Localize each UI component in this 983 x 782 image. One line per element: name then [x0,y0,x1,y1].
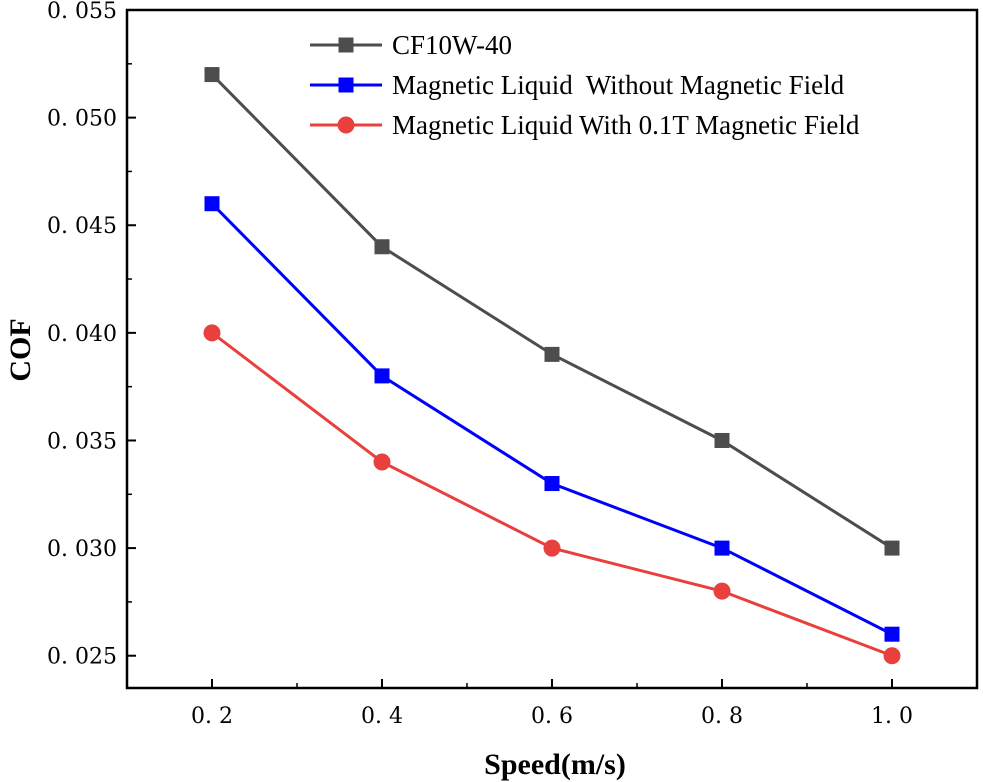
series-line [211,331,893,658]
x-tick-label: 0. 2 [191,704,233,729]
x-tick-label: 0. 4 [361,704,403,729]
data-point [714,432,730,448]
legend-label: CF10W-40 [392,30,512,60]
legend-label: Magnetic Liquid Without Magnetic Field [392,70,845,100]
data-point [544,346,560,362]
series-layer [203,67,901,665]
y-tick-label: 0. 050 [47,107,117,132]
legend-item: CF10W-40 [310,30,512,60]
data-point [884,540,900,556]
data-point [204,196,220,212]
data-point [714,540,730,556]
data-point [713,582,731,600]
legend-marker [338,37,354,53]
y-tick-label: 0. 040 [47,322,117,347]
x-axis-title: Speed(m/s) [484,748,626,781]
legend-marker [338,77,354,93]
legend-item: Magnetic Liquid Without Magnetic Field [310,70,845,100]
data-point [543,539,561,557]
data-point [374,239,390,255]
axes: 0. 025 0. 030 0. 035 0. 040 0. 045 0. 050 0. 0… [47,0,979,729]
y-tick-label: 0. 035 [47,429,117,454]
legend-marker [337,116,355,134]
y-tick-label: 0. 045 [47,214,117,239]
x-tick-label: 1. 0 [871,704,913,729]
data-point [883,647,901,665]
series-line [210,202,893,636]
data-point [374,368,390,384]
data-point [203,324,221,342]
data-point [884,626,900,642]
data-point [204,67,220,83]
y-tick-label: 0. 025 [47,645,117,670]
y-tick-label: 0. 055 [47,0,117,24]
legend: CF10W-40 Magnetic Liquid Without Magnetic… [310,30,860,140]
x-tick-label: 0. 6 [531,704,573,729]
data-point [544,476,560,492]
series-2 [204,196,900,642]
series-3 [203,324,901,665]
x-tick-label: 0. 8 [701,704,743,729]
legend-label: Magnetic Liquid With 0.1T Magnetic Field [392,110,860,140]
y-axis-title: COF [4,318,37,381]
data-point [373,453,391,471]
y-tick-label: 0. 030 [47,537,117,562]
legend-item: Magnetic Liquid With 0.1T Magnetic Field [310,110,860,140]
series-1 [204,67,900,556]
